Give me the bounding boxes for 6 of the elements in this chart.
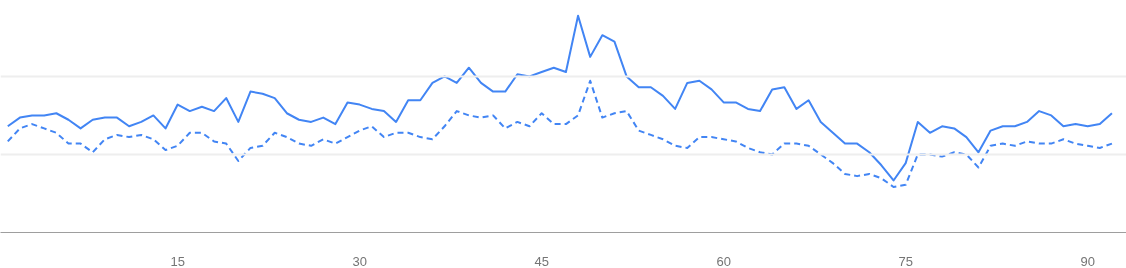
x-tick-label: 15 — [170, 253, 185, 268]
x-tick-label: 90 — [1080, 253, 1095, 268]
x-tick-label: 45 — [534, 253, 549, 268]
x-tick-label: 30 — [352, 253, 367, 268]
x-tick-label: 60 — [716, 253, 731, 268]
x-tick-label: 75 — [898, 253, 913, 268]
